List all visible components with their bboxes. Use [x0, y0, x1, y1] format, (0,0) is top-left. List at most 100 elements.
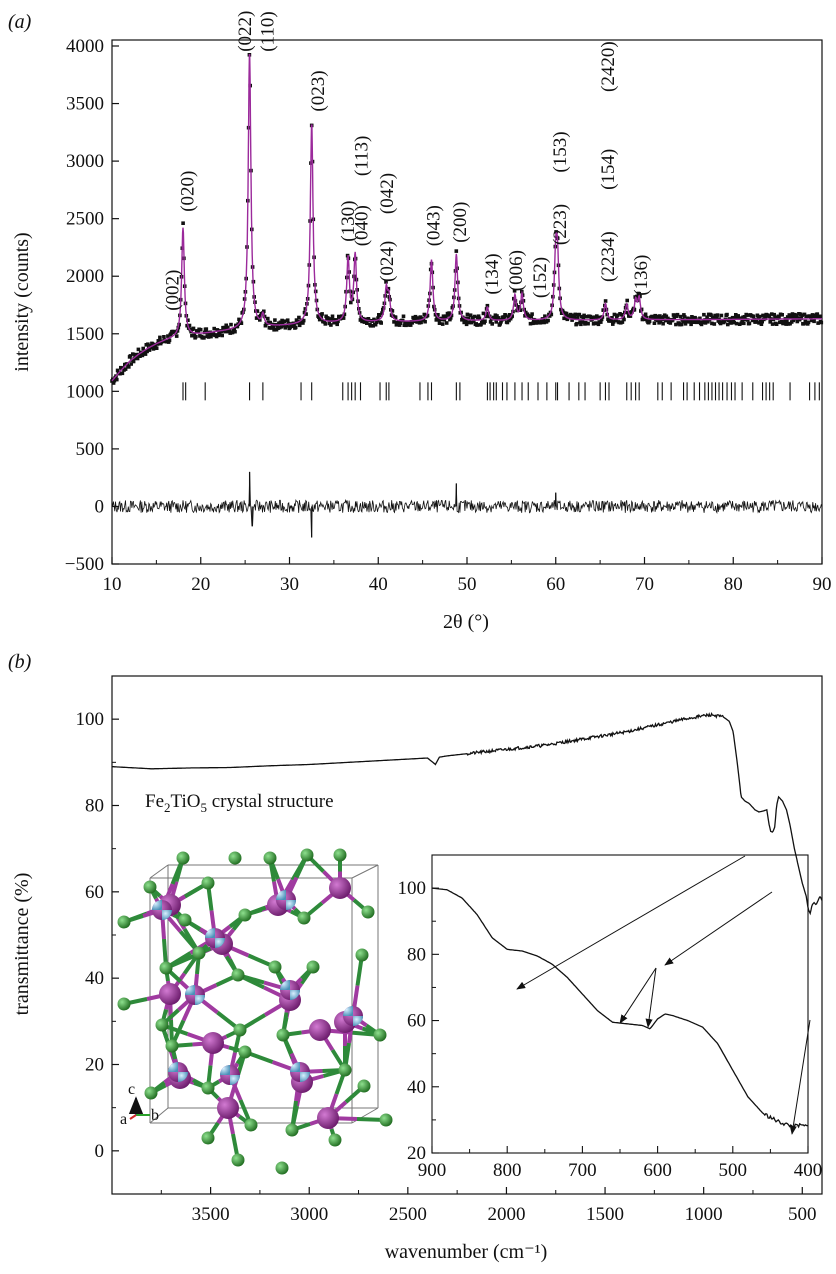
observed-point	[273, 318, 277, 322]
panel-a-fit-curve	[111, 54, 822, 382]
x-tick-label: 90	[813, 574, 832, 595]
observed-point	[224, 323, 228, 328]
observed-point	[773, 315, 777, 320]
observed-point	[580, 320, 585, 324]
observed-point	[162, 335, 166, 339]
y-tick-label: 2000	[66, 266, 104, 287]
observed-point	[564, 311, 569, 316]
observed-point	[668, 321, 673, 325]
observed-point	[710, 321, 714, 326]
observed-point	[372, 317, 376, 322]
observed-point	[317, 315, 321, 319]
observed-point	[118, 371, 122, 376]
observed-point	[599, 320, 603, 324]
hkl-label: (200)	[450, 202, 471, 243]
inset-y-tick-label: 40	[407, 1077, 426, 1098]
x-tick-label: 500	[788, 1204, 817, 1225]
observed-point	[447, 311, 451, 315]
observed-point	[809, 318, 814, 323]
oxygen-atom	[285, 1123, 299, 1137]
observed-point	[682, 315, 687, 319]
observed-point	[531, 321, 535, 326]
observed-point	[232, 327, 236, 332]
observed-point	[603, 299, 608, 303]
axis-c-label: c	[128, 1081, 135, 1098]
panel-a-x-axis-label: 2θ (°)	[443, 611, 489, 633]
oxygen-atom	[233, 1023, 247, 1037]
observed-point	[729, 321, 733, 325]
x-tick-label: 1000	[685, 1204, 723, 1225]
y-tick-label: 0	[95, 1141, 105, 1162]
observed-point	[147, 348, 152, 352]
x-tick-label: 80	[724, 574, 743, 595]
observed-point	[111, 381, 116, 385]
observed-point	[815, 312, 820, 316]
observed-point	[732, 320, 736, 325]
titanium-atom	[276, 890, 296, 910]
panel-a: (a) −500 0 500 1000 1500 2000 2500 3000 3500 4000…	[8, 11, 832, 633]
observed-point	[785, 315, 790, 319]
observed-point	[444, 314, 448, 318]
observed-point	[817, 314, 822, 319]
observed-point	[573, 312, 578, 317]
oxygen-atom	[333, 848, 347, 862]
observed-point	[138, 354, 142, 358]
observed-point	[433, 312, 438, 317]
observed-point	[792, 314, 796, 319]
inset-x-tick-label: 900	[418, 1160, 447, 1181]
observed-point	[187, 323, 192, 328]
observed-point	[800, 313, 804, 318]
observed-point	[390, 309, 395, 313]
observed-point	[275, 324, 280, 328]
hkl-label: (136)	[631, 255, 652, 296]
observed-point	[112, 378, 117, 383]
observed-point	[369, 324, 373, 328]
observed-point	[543, 314, 547, 318]
observed-point	[239, 321, 244, 325]
observed-point	[146, 342, 150, 346]
x-tick-label: 60	[546, 574, 565, 595]
observed-point	[681, 320, 685, 324]
observed-point	[789, 315, 793, 320]
observed-point	[135, 356, 140, 361]
observed-point	[554, 230, 558, 234]
observed-point	[127, 365, 131, 369]
oxygen-atom	[201, 876, 215, 890]
observed-point	[751, 314, 756, 319]
observed-point	[301, 318, 306, 323]
observed-point	[331, 318, 336, 322]
observed-point	[702, 312, 706, 317]
observed-point	[279, 325, 284, 329]
inset-x-tick-label: 700	[568, 1160, 597, 1181]
hkl-label: (002)	[162, 270, 183, 311]
observed-point	[499, 320, 503, 324]
observed-point	[813, 314, 818, 319]
observed-point	[403, 320, 407, 325]
observed-point	[770, 312, 774, 316]
observed-point	[510, 314, 514, 318]
observed-point	[335, 322, 339, 327]
observed-point	[174, 334, 179, 338]
observed-point	[475, 323, 479, 327]
observed-point	[385, 290, 390, 294]
x-tick-label: 3000	[290, 1204, 328, 1225]
observed-point	[699, 322, 704, 327]
observed-point	[235, 324, 240, 329]
observed-point	[701, 320, 705, 324]
crystal-structure-image	[117, 848, 393, 1175]
observed-point	[373, 322, 378, 327]
y-tick-label: 80	[85, 796, 104, 817]
observed-point	[322, 320, 327, 324]
observed-point	[772, 312, 776, 317]
observed-point	[154, 346, 159, 350]
observed-point	[801, 322, 806, 326]
x-tick-label: 20	[191, 574, 210, 595]
observed-point	[329, 323, 333, 327]
observed-point	[541, 318, 546, 323]
observed-point	[787, 313, 792, 317]
observed-point	[508, 313, 512, 317]
observed-point	[393, 315, 398, 320]
observed-point	[123, 367, 128, 371]
observed-point	[581, 316, 586, 320]
observed-point	[712, 322, 717, 326]
